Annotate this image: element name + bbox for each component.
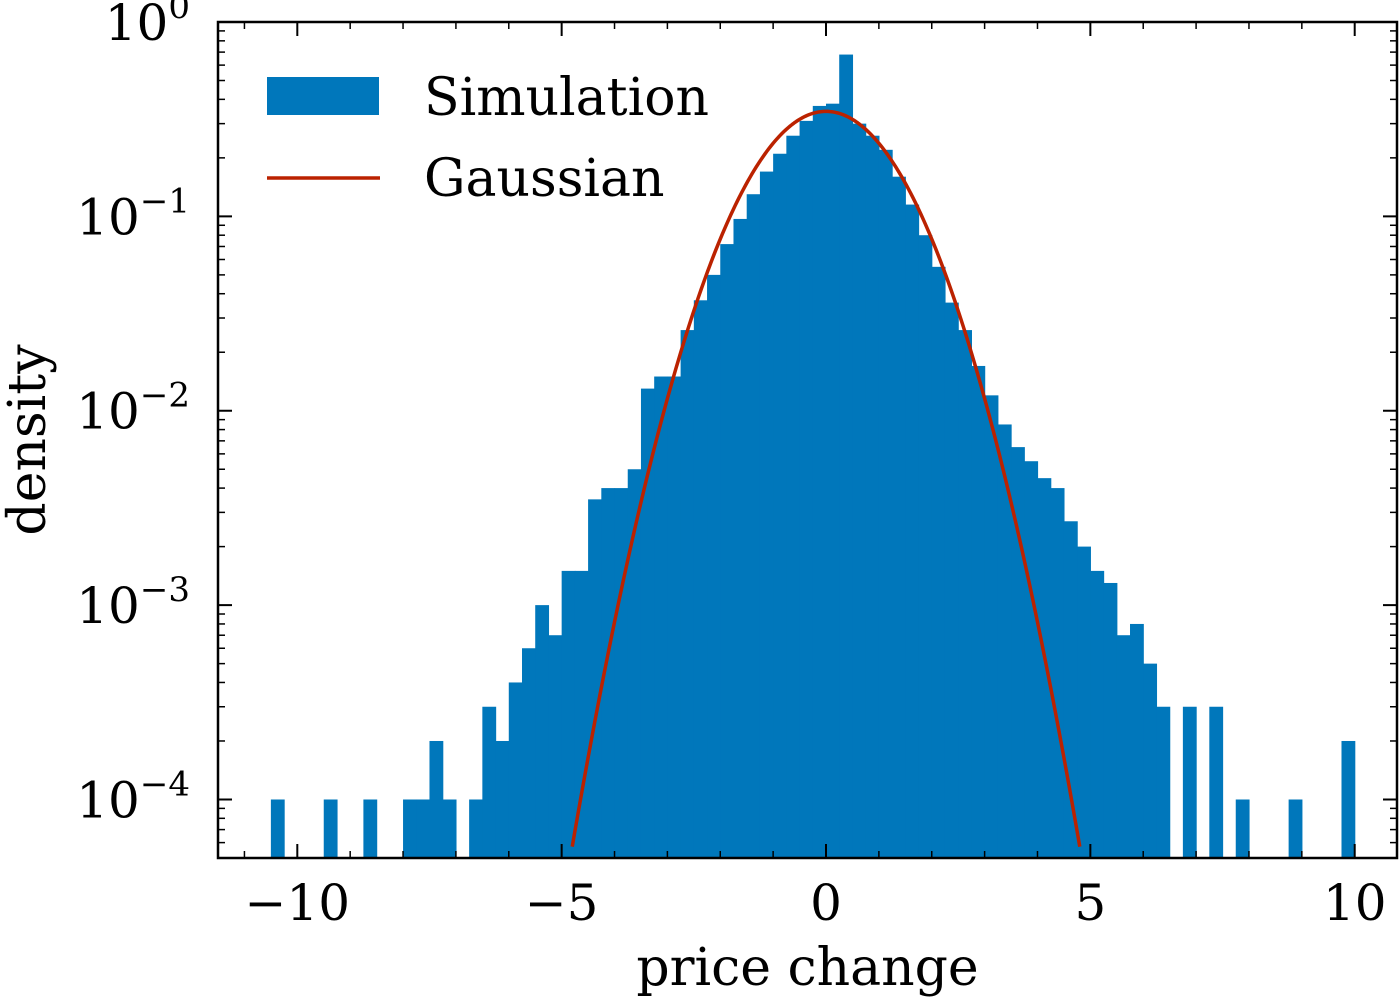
histogram-bar — [680, 330, 695, 859]
histogram-bar — [1063, 521, 1078, 858]
histogram-bar — [839, 54, 854, 859]
y-tick-label: 100 — [105, 0, 190, 52]
histogram-bar — [403, 799, 417, 858]
histogram-bar — [1209, 706, 1224, 858]
histogram-bar — [1235, 799, 1250, 858]
histogram-bar — [1288, 799, 1303, 858]
x-tick-label: 5 — [1074, 874, 1106, 932]
histogram-bar — [1077, 546, 1091, 858]
histogram-bar — [508, 682, 523, 858]
histogram-bar — [535, 605, 550, 858]
x-tick-label: 10 — [1323, 874, 1387, 932]
histogram-bar — [614, 488, 629, 858]
histogram-bar — [799, 120, 814, 859]
y-tick-label: 10−3 — [76, 570, 190, 635]
histogram-bar — [1050, 488, 1065, 858]
histogram-bar — [918, 235, 933, 858]
histogram-bar — [1024, 461, 1039, 858]
histogram-bar — [548, 635, 563, 858]
histogram-bar — [720, 244, 735, 859]
histogram-bar — [958, 330, 972, 859]
histogram-bar — [746, 194, 761, 859]
histogram-bar — [469, 799, 483, 858]
histogram-bar — [442, 799, 457, 858]
histogram-bar — [574, 570, 589, 858]
plot-area-frame — [216, 20, 1399, 860]
histogram-bar — [1156, 706, 1171, 858]
histogram-bar — [640, 388, 655, 858]
histogram-bar — [773, 153, 787, 859]
y-tick-label: 10−2 — [76, 376, 190, 441]
histogram-bar — [759, 171, 774, 858]
histogram-bar — [971, 365, 986, 858]
histogram-bar — [1130, 623, 1144, 858]
histogram-bar — [522, 648, 536, 858]
histogram-bar — [812, 105, 827, 859]
histogram-bar — [627, 469, 642, 858]
histogram-bar — [654, 376, 668, 858]
histogram-bar — [931, 266, 946, 859]
x-tick-label: −10 — [245, 874, 351, 932]
y-tick-label: 10−1 — [76, 181, 190, 246]
histogram-bar — [852, 123, 867, 858]
histogram-bar — [1143, 663, 1158, 858]
histogram-bar — [482, 706, 497, 858]
histogram-bar — [588, 499, 602, 858]
histogram-bar — [707, 274, 721, 858]
histogram-bar — [905, 204, 920, 858]
histogram-bar — [733, 218, 748, 858]
histogram-bar — [495, 740, 510, 858]
histogram-bar — [323, 799, 338, 858]
histogram-bar — [1037, 478, 1052, 858]
histogram-bar — [363, 799, 378, 858]
histogram-bar — [1103, 582, 1118, 858]
y-axis-label: density — [0, 344, 58, 536]
histogram-bar — [601, 488, 616, 858]
histogram-bar — [561, 570, 576, 858]
histogram-bars — [270, 54, 1356, 859]
legend-simulation-label: Simulation — [424, 68, 709, 128]
x-tick-label: 0 — [810, 874, 842, 932]
histogram-bar — [429, 740, 444, 858]
axis-ticks — [218, 21, 1397, 859]
gaussian-curve — [570, 109, 1082, 847]
histogram-bar — [878, 149, 893, 858]
x-axis-label: price change — [636, 938, 978, 998]
legend-gaussian-label: Gaussian — [424, 149, 665, 209]
gaussian-curve-layer — [570, 109, 1082, 847]
histogram-bar — [1341, 740, 1356, 858]
histogram-bar — [892, 176, 906, 858]
histogram-bar — [997, 424, 1012, 858]
histogram-bar — [1090, 570, 1105, 858]
histogram-bar — [667, 376, 682, 858]
histogram-bar — [786, 135, 801, 858]
histogram-bar — [693, 300, 708, 858]
histogram-bar — [826, 103, 840, 859]
histogram-bar — [984, 395, 999, 858]
x-tick-label: −5 — [525, 874, 599, 932]
histogram-bar — [944, 302, 959, 858]
y-tick-label: 10−4 — [76, 764, 190, 829]
legend-simulation-swatch — [267, 77, 379, 115]
histogram-bar — [1182, 706, 1197, 858]
tick-labels: −10 −5 0 5 10 100 10−1 10−2 10−3 10−4 — [76, 0, 1386, 932]
histogram-bar — [270, 799, 285, 858]
histogram-bar — [1116, 635, 1131, 858]
histogram-bar — [865, 135, 880, 858]
legend: Simulation Gaussian — [267, 68, 709, 209]
histogram-bar — [416, 799, 431, 858]
